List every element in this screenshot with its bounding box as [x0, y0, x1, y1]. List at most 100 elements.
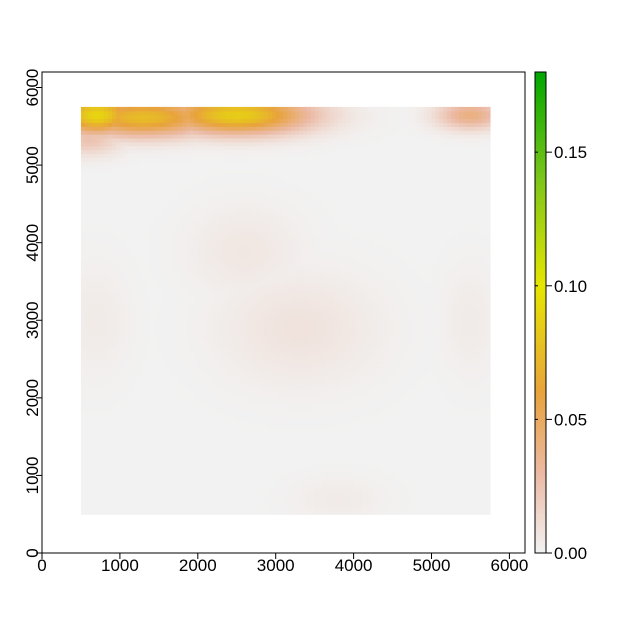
heatmap-cell [92, 393, 98, 399]
heatmap-cell [178, 347, 183, 352]
heatmap-cell [213, 347, 218, 352]
heatmap-cell [116, 203, 121, 209]
heatmap-cell [248, 296, 253, 302]
heatmap-cell [236, 320, 242, 325]
heatmap-cell [123, 219, 129, 224]
heatmap-cell [139, 424, 144, 430]
heatmap-cell [143, 234, 148, 240]
heatmap-cell [240, 238, 246, 244]
heatmap-cell [96, 215, 102, 220]
heatmap-cell [240, 432, 246, 438]
heatmap-cell [170, 374, 176, 380]
heatmap-cell [244, 293, 250, 298]
heatmap-cell [143, 463, 148, 469]
heatmap-cell [143, 149, 148, 155]
heatmap-cell [260, 296, 265, 302]
heatmap-cell [190, 347, 195, 352]
heatmap-cell [92, 145, 98, 151]
heatmap-cell [123, 265, 129, 271]
heatmap-cell [186, 370, 191, 376]
heatmap-cell [205, 153, 211, 158]
heatmap-cell [256, 172, 261, 178]
heatmap-cell [80, 200, 86, 205]
heatmap-cell [143, 386, 148, 391]
heatmap-cell [135, 114, 140, 120]
heatmap-cell [104, 436, 109, 442]
heatmap-cell [193, 207, 199, 213]
heatmap-cell [143, 165, 148, 170]
heatmap-cell [228, 444, 234, 449]
heatmap-cell [162, 440, 168, 445]
heatmap-cell [119, 397, 125, 403]
heatmap-cell [143, 153, 148, 158]
heatmap-cell [92, 215, 98, 220]
heatmap-cell [139, 149, 144, 155]
heatmap-cell [225, 502, 230, 508]
heatmap-cell [162, 475, 168, 480]
heatmap-cell [182, 386, 187, 391]
heatmap-cell [139, 211, 144, 217]
heatmap-cell [197, 141, 203, 147]
heatmap-cell [116, 440, 121, 445]
heatmap-cell [213, 281, 218, 286]
heatmap-cell [123, 413, 129, 418]
heatmap-cell [256, 180, 261, 186]
heatmap-cell [190, 413, 195, 418]
heatmap-cell [193, 246, 199, 252]
heatmap-cell [201, 432, 207, 438]
heatmap-cell [84, 452, 90, 457]
heatmap-cell [182, 347, 187, 352]
heatmap-cell [232, 289, 238, 294]
heatmap-cell [127, 436, 133, 442]
heatmap-cell [88, 296, 94, 302]
heatmap-cell [174, 448, 179, 453]
heatmap-cell [256, 428, 261, 434]
heatmap-cell [209, 339, 214, 345]
heatmap-cell [139, 463, 144, 469]
heatmap-cell [96, 444, 102, 449]
heatmap-cell [182, 471, 187, 477]
heatmap-cell [131, 277, 137, 283]
heatmap-cell [131, 137, 137, 143]
heatmap-cell [217, 126, 222, 131]
heatmap-cell [158, 258, 164, 263]
heatmap-cell [236, 393, 242, 399]
heatmap-cell [96, 145, 102, 151]
heatmap-cell [244, 459, 250, 465]
heatmap-cell [96, 227, 102, 232]
heatmap-cell [104, 421, 109, 426]
heatmap-cell [197, 246, 203, 252]
heatmap-cell [92, 366, 98, 372]
heatmap-cell [225, 444, 230, 449]
heatmap-cell [80, 456, 86, 461]
heatmap-cell [88, 366, 94, 372]
heatmap-cell [209, 510, 214, 515]
heatmap-cell [166, 320, 172, 325]
heatmap-cell [143, 203, 148, 209]
heatmap-cell [197, 475, 203, 480]
heatmap-cell [158, 250, 164, 255]
heatmap-cell [158, 161, 164, 166]
heatmap-cell [170, 417, 176, 422]
heatmap-cell [143, 436, 148, 442]
heatmap-cell [119, 463, 125, 469]
heatmap-cell [84, 289, 90, 294]
heatmap-cell [209, 265, 214, 271]
heatmap-cell [116, 421, 121, 426]
heatmap-cell [178, 355, 183, 360]
heatmap-cell [135, 289, 140, 294]
heatmap-cell [186, 242, 191, 248]
heatmap-cell [135, 386, 140, 391]
heatmap-cell [260, 490, 265, 496]
heatmap-cell [162, 207, 168, 213]
heatmap-cell [186, 502, 191, 508]
heatmap-cell [244, 308, 250, 314]
heatmap-cell [123, 285, 129, 290]
heatmap-cell [143, 417, 148, 422]
heatmap-cell [96, 370, 102, 376]
heatmap-cell [123, 386, 129, 391]
heatmap-cell [147, 265, 152, 271]
heatmap-cell [84, 417, 90, 422]
heatmap-cell [158, 362, 164, 368]
heatmap-cell [170, 231, 176, 236]
